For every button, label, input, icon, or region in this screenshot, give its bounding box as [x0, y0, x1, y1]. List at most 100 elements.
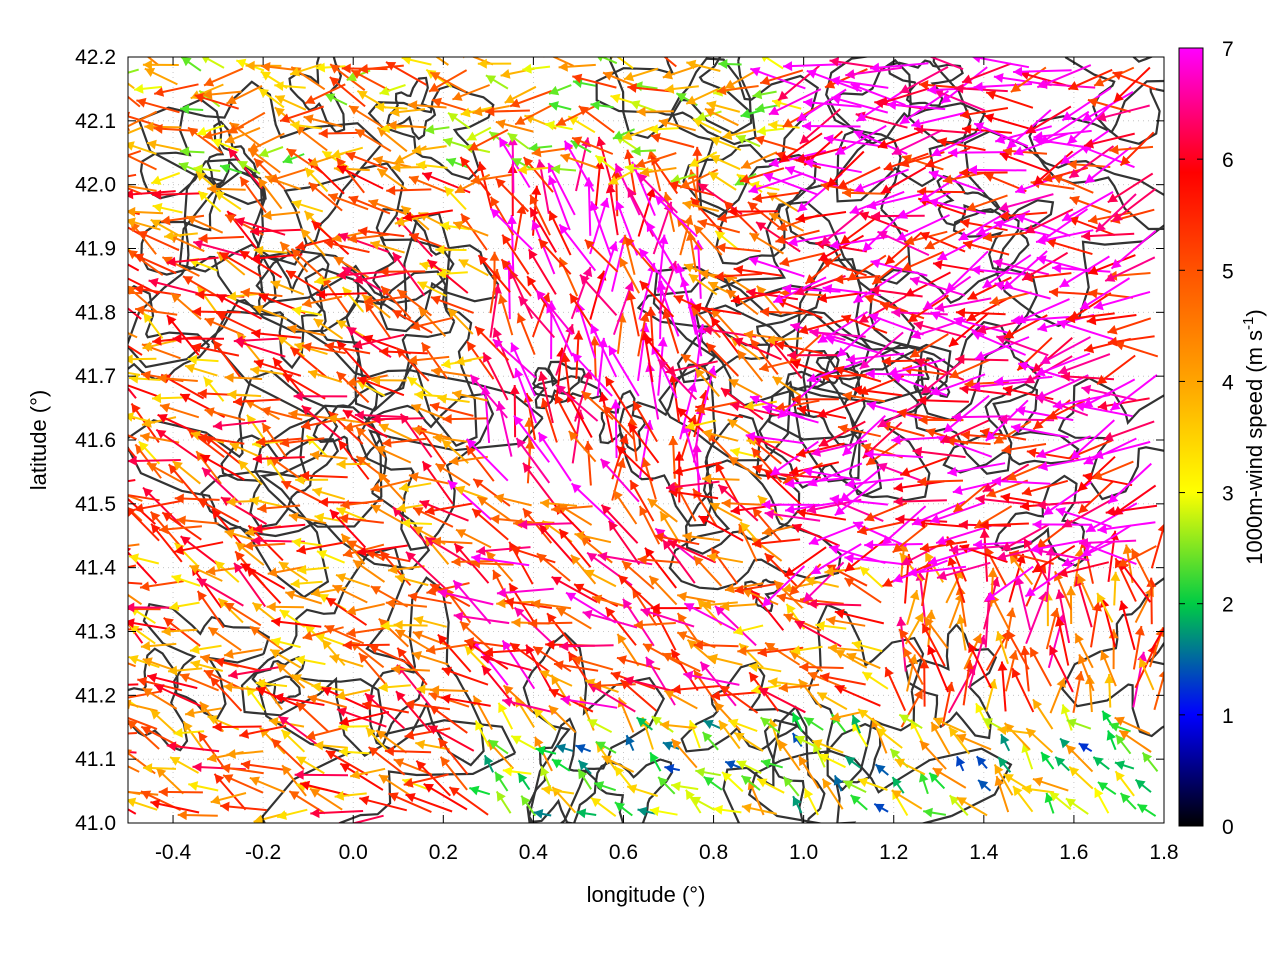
wind-arrow: [324, 239, 370, 254]
wind-arrow: [364, 692, 405, 730]
wind-arrow: [392, 251, 426, 297]
wind-arrow: [997, 725, 1032, 736]
wind-arrow: [558, 61, 596, 72]
wind-arrow: [1112, 484, 1157, 516]
wind-arrow: [204, 407, 246, 422]
wind-arrow: [877, 128, 927, 149]
contour-line: [345, 212, 478, 448]
contour-line: [257, 675, 517, 823]
wind-arrow: [740, 151, 778, 169]
wind-arrow: [1040, 336, 1091, 365]
wind-arrow: [128, 494, 143, 502]
wind-arrow: [686, 639, 717, 665]
contour-line: [137, 80, 383, 273]
wind-arrow: [274, 95, 307, 111]
wind-arrow: [474, 325, 510, 361]
wind-arrow: [631, 146, 656, 157]
wind-arrow: [694, 401, 739, 414]
wind-arrow: [719, 684, 759, 714]
wind-arrow: [375, 729, 408, 754]
wind-arrow: [452, 220, 489, 237]
wind-arrow: [1057, 353, 1111, 375]
wind-arrow: [329, 63, 366, 91]
wind-arrow: [379, 84, 406, 96]
wind-arrow: [279, 105, 325, 123]
wind-arrow: [919, 740, 947, 770]
wind-arrow: [772, 375, 804, 399]
wind-arrow: [841, 414, 886, 457]
wind-arrow: [501, 234, 530, 275]
wind-arrow: [340, 499, 384, 510]
wind-arrow: [724, 69, 758, 90]
wind-arrow: [128, 655, 160, 669]
wind-arrow: [511, 157, 534, 171]
wind-arrow: [489, 196, 515, 236]
wind-arrow: [426, 259, 469, 294]
wind-arrow: [329, 654, 364, 668]
wind-arrow: [430, 295, 474, 314]
wind-arrow: [779, 132, 823, 164]
wind-arrow: [795, 146, 847, 164]
wind-arrow: [878, 87, 930, 106]
wind-arrow: [133, 253, 177, 275]
wind-arrow: [435, 244, 467, 255]
wind-arrow: [1060, 704, 1073, 731]
wind-arrow: [303, 114, 343, 128]
wind-arrow: [128, 263, 140, 272]
wind-arrow: [632, 400, 658, 443]
wind-arrow: [595, 740, 617, 754]
wind-arrow: [381, 437, 427, 448]
wind-arrow: [640, 607, 695, 628]
wind-arrow: [128, 553, 160, 565]
wind-arrow: [947, 555, 966, 604]
wind-arrow: [197, 498, 240, 523]
wind-arrow: [1086, 314, 1137, 326]
wind-arrow: [1036, 435, 1091, 459]
wind-arrow: [559, 641, 614, 652]
wind-arrow: [1097, 521, 1156, 534]
wind-arrow: [262, 210, 301, 221]
wind-arrow: [794, 620, 842, 648]
wind-arrow: [179, 535, 223, 569]
wind-arrow: [330, 146, 364, 159]
wind-arrow: [440, 693, 491, 707]
wind-arrow: [1114, 760, 1135, 770]
wind-arrow: [133, 83, 163, 94]
wind-arrow: [920, 359, 965, 395]
wind-arrow: [215, 311, 261, 335]
wind-arrow: [510, 342, 537, 397]
wind-arrow: [973, 539, 1032, 550]
wind-arrow: [575, 744, 592, 754]
wind-arrow: [1029, 647, 1052, 687]
wind-arrow: [128, 386, 137, 399]
wind-arrow: [492, 338, 537, 379]
wind-arrow: [146, 462, 184, 484]
wind-arrow: [1077, 480, 1114, 515]
wind-arrow: [504, 85, 537, 104]
wind-arrow: [806, 360, 863, 383]
wind-arrow: [810, 543, 862, 575]
wind-arrow: [665, 360, 718, 376]
wind-arrow: [637, 187, 656, 237]
wind-arrow: [1108, 629, 1119, 670]
wind-arrow: [942, 171, 987, 185]
wind-arrow: [825, 615, 866, 627]
wind-arrow: [458, 258, 489, 277]
wind-arrow: [352, 559, 386, 583]
wind-arrow: [1066, 718, 1092, 730]
wind-arrow: [249, 776, 285, 794]
wind-arrow: [128, 68, 139, 74]
wind-arrow: [795, 211, 847, 224]
wind-arrow: [657, 281, 680, 337]
wind-arrow: [191, 306, 241, 317]
wind-arrow: [730, 290, 781, 305]
wind-arrow: [188, 781, 219, 792]
wind-arrow: [294, 769, 349, 780]
wind-arrow: [917, 395, 969, 406]
wind-arrow: [408, 175, 449, 194]
wind-arrow: [514, 696, 535, 728]
wind-arrow: [1056, 319, 1114, 341]
wind-arrow: [928, 170, 985, 193]
wind-arrow: [956, 756, 966, 772]
wind-arrow: [506, 214, 517, 274]
